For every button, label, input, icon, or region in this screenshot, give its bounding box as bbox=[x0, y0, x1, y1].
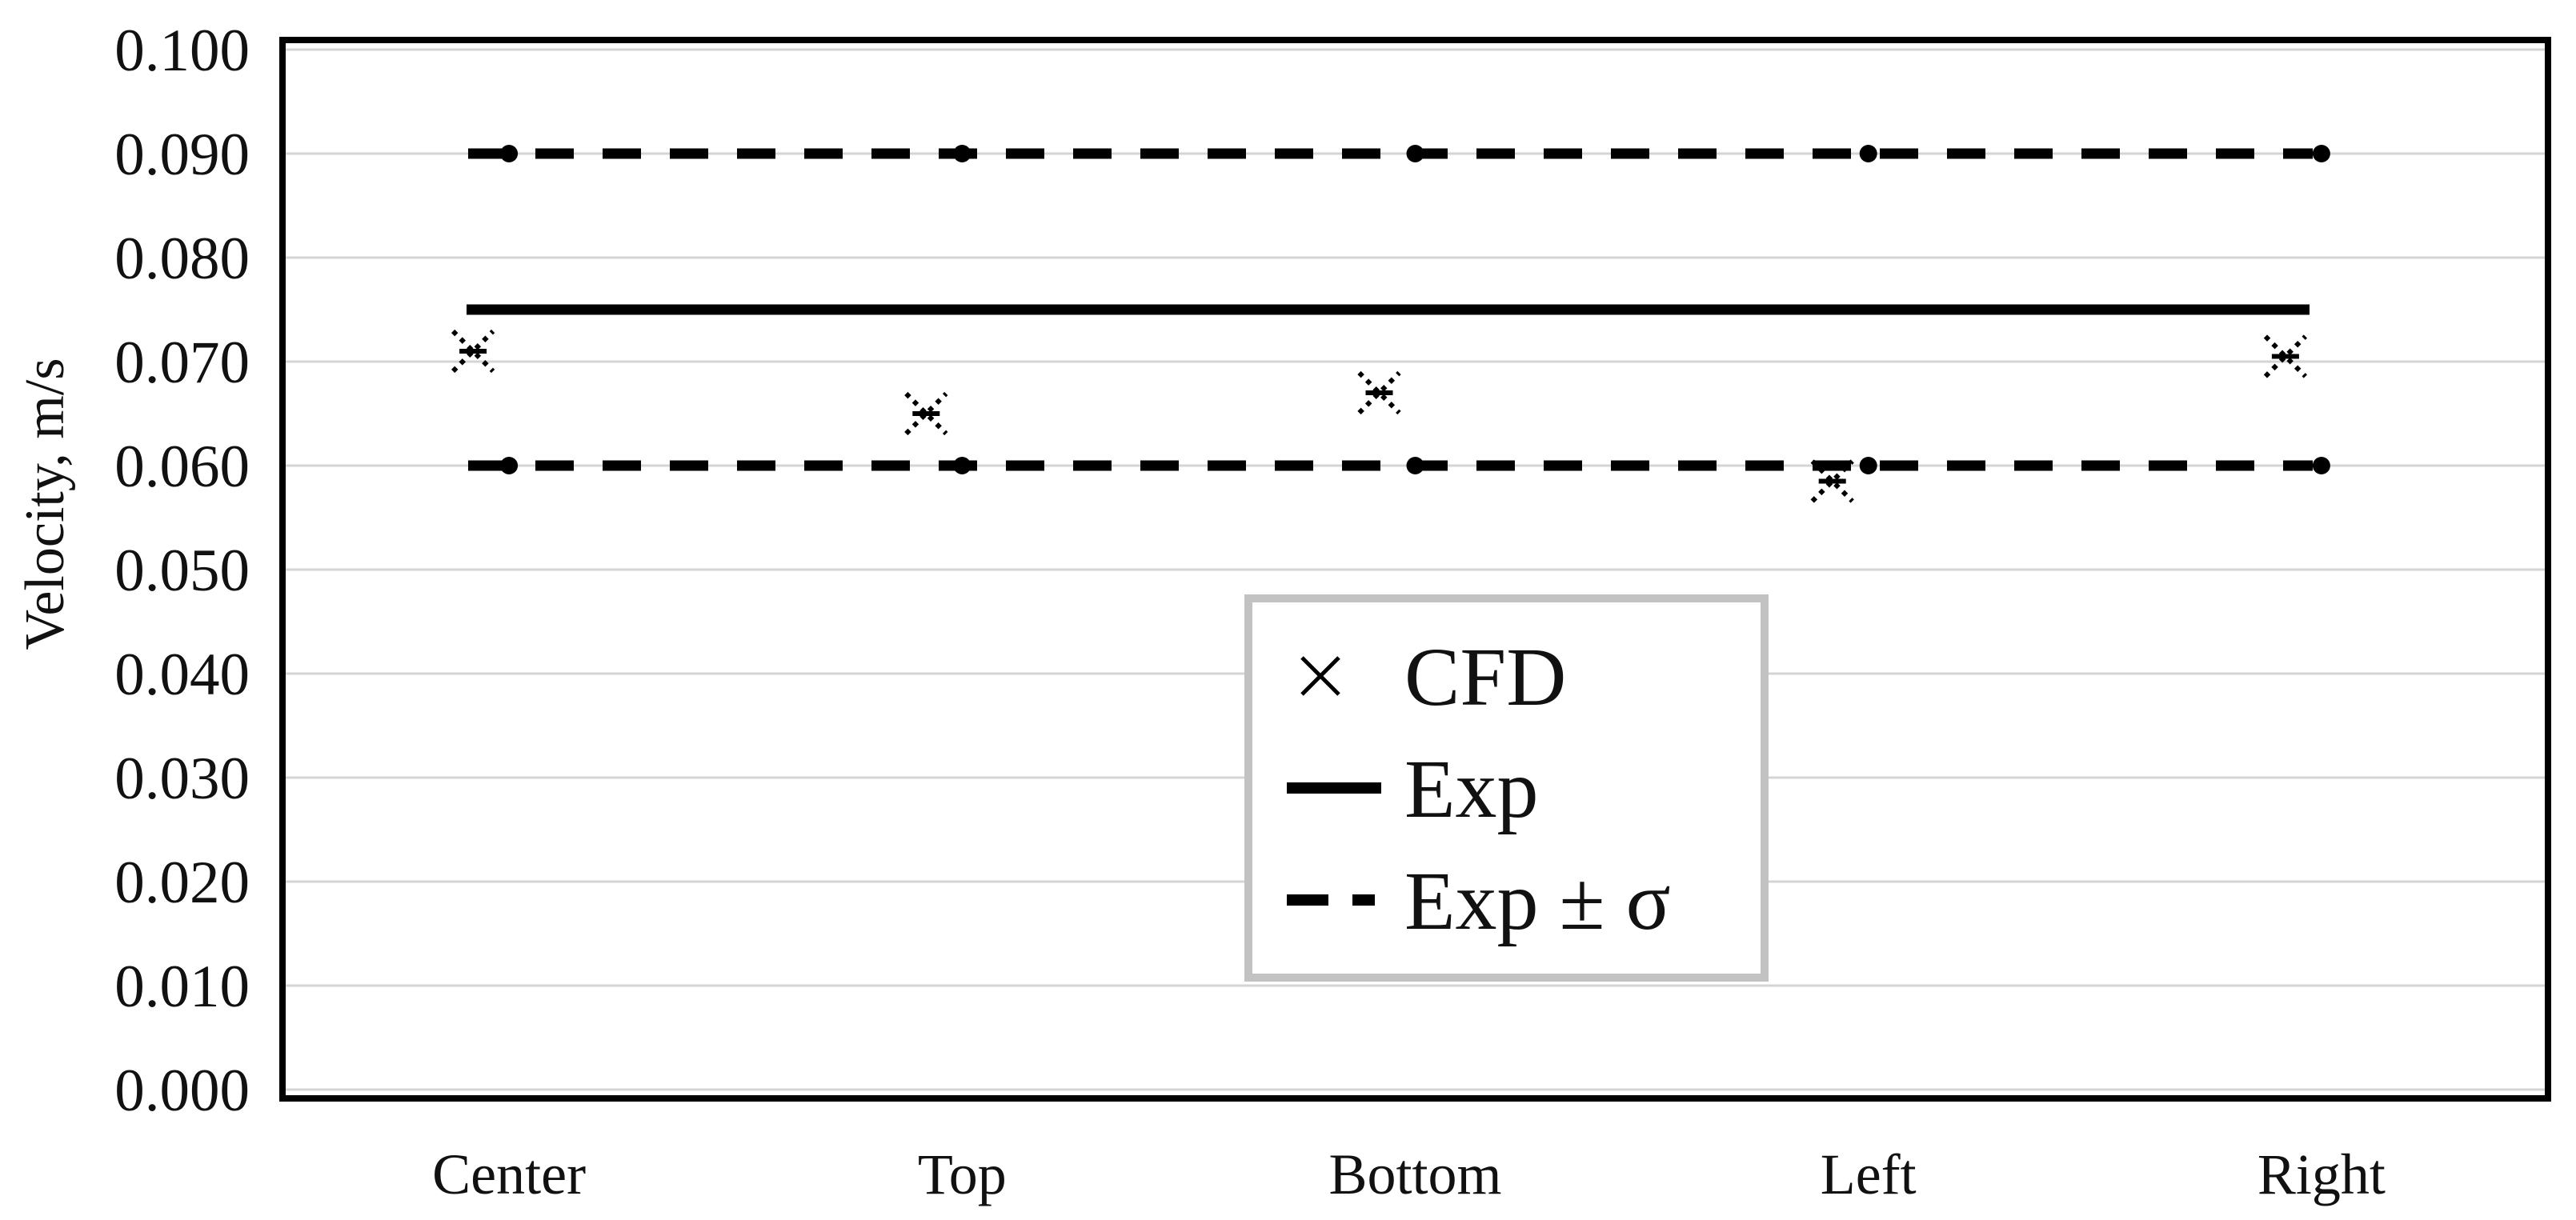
cfd-x-stroke bbox=[1810, 459, 1854, 503]
y-tick-label: 0.040 bbox=[114, 642, 250, 708]
legend-x-icon bbox=[1300, 656, 1340, 696]
plot-border bbox=[279, 37, 2551, 1102]
legend-entry: Exp bbox=[1287, 743, 1539, 835]
legend-entry: Exp ± σ bbox=[1287, 855, 1671, 947]
cfd-marker bbox=[904, 391, 948, 436]
exp-sigma-dot-marker bbox=[500, 457, 519, 474]
exp-sigma-dot-marker bbox=[953, 457, 972, 474]
cfd-marker bbox=[1357, 370, 1401, 415]
cfd-x-stroke bbox=[904, 391, 948, 436]
x-category-label: Top bbox=[918, 1142, 1007, 1206]
exp-sigma-dot-marker bbox=[953, 145, 972, 162]
exp-sigma-dot-marker bbox=[2312, 145, 2330, 162]
y-tick-label: 0.050 bbox=[114, 538, 250, 604]
cfd-x-stroke bbox=[1357, 370, 1401, 415]
legend-label: Exp ± σ bbox=[1404, 855, 1671, 947]
exp-sigma-dot-marker bbox=[1406, 145, 1424, 162]
x-category-label: Left bbox=[1821, 1142, 1917, 1206]
y-tick-label: 0.090 bbox=[114, 122, 250, 188]
cfd-x-stroke bbox=[1357, 370, 1401, 415]
exp-sigma-dot-marker bbox=[2312, 457, 2330, 474]
cfd-x-stroke bbox=[451, 329, 495, 374]
y-tick-label: 0.000 bbox=[114, 1058, 250, 1124]
cfd-marker bbox=[2263, 334, 2308, 378]
cfd-x-stroke bbox=[2263, 334, 2308, 378]
cfd-x-stroke bbox=[451, 329, 495, 374]
legend-label: Exp bbox=[1404, 743, 1539, 835]
y-tick-label: 0.070 bbox=[114, 330, 250, 396]
x-category-label: Center bbox=[432, 1142, 586, 1206]
y-tick-label: 0.030 bbox=[114, 746, 250, 812]
y-tick-label: 0.080 bbox=[114, 226, 250, 292]
exp-sigma-dot-marker bbox=[500, 145, 519, 162]
exp-sigma-dot-marker bbox=[1859, 145, 1877, 162]
y-tick-label: 0.100 bbox=[114, 18, 250, 84]
y-tick-label: 0.020 bbox=[114, 850, 250, 916]
exp-sigma-dot-marker bbox=[1406, 457, 1424, 474]
y-tick-label: 0.060 bbox=[114, 434, 250, 500]
x-category-label: Bottom bbox=[1328, 1142, 1501, 1206]
x-category-label: Right bbox=[2258, 1142, 2386, 1206]
cfd-x-stroke bbox=[2263, 334, 2308, 378]
legend-entry: CFD bbox=[1300, 631, 1566, 723]
exp-sigma-dot-marker bbox=[1859, 457, 1877, 474]
y-tick-label: 0.010 bbox=[114, 954, 250, 1020]
cfd-marker bbox=[451, 329, 495, 374]
legend-label: CFD bbox=[1404, 631, 1566, 723]
cfd-x-stroke bbox=[904, 391, 948, 436]
